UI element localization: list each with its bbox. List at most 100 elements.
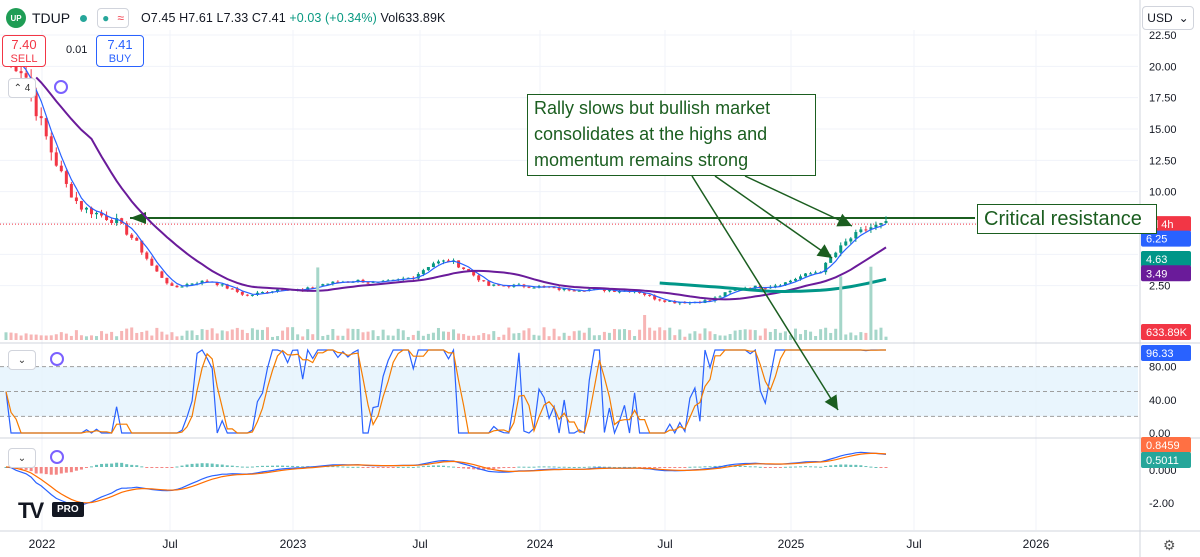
resistance-annotation[interactable]: Critical resistance: [977, 204, 1157, 234]
candle-body: [482, 280, 486, 282]
candle-body: [225, 284, 229, 289]
candle-body: [653, 295, 657, 300]
macd-histogram-bar: [512, 467, 516, 468]
indicator-toggle-pill[interactable]: ● ≈: [97, 8, 129, 28]
macd-histogram-bar: [537, 466, 541, 468]
candle-body: [507, 285, 511, 287]
macd-histogram-bar: [708, 466, 712, 468]
volume-bar: [150, 335, 154, 340]
rally-annotation[interactable]: Rally slows but bullish market consolida…: [527, 94, 816, 176]
candle-body: [884, 221, 888, 224]
candle-body: [170, 283, 174, 286]
macd-histogram-bar: [688, 466, 692, 468]
mid-ma-line: [35, 76, 887, 301]
volume-bar: [658, 327, 662, 340]
volume-bar: [64, 333, 68, 340]
candle-body: [577, 290, 581, 292]
wave-icon[interactable]: ≈: [117, 11, 124, 25]
volume-bar: [492, 331, 496, 340]
candle-body: [874, 224, 878, 228]
volume-bar: [69, 335, 73, 340]
dot-green-icon[interactable]: ●: [102, 11, 110, 25]
y-tick-label: 20.00: [1149, 61, 1177, 73]
volume-bar: [120, 330, 124, 340]
volume-bar: [562, 332, 566, 340]
volume-bar: [532, 334, 536, 340]
reload-icon[interactable]: [54, 80, 68, 94]
volume-bar: [195, 335, 199, 340]
macd-histogram-bar: [19, 467, 23, 470]
reload-icon[interactable]: [50, 450, 64, 464]
macd-histogram-bar: [276, 465, 280, 467]
candle-body: [658, 299, 662, 301]
candle-body: [829, 257, 833, 263]
reload-icon[interactable]: [50, 352, 64, 366]
volume-bar: [648, 327, 652, 340]
macd-histogram-bar: [160, 467, 164, 468]
candle-body: [824, 262, 828, 273]
candle-body: [839, 245, 843, 253]
volume-bar: [155, 327, 159, 340]
macd-histogram-bar: [180, 465, 184, 467]
volume-bar: [597, 335, 601, 340]
volume-bar: [265, 327, 269, 340]
candle-body: [663, 300, 667, 302]
candle-body: [19, 71, 23, 74]
candle-body: [125, 223, 129, 235]
volume-bar: [220, 330, 224, 340]
sell-button[interactable]: 7.40 SELL: [2, 35, 46, 67]
macd-histogram-bar: [190, 463, 194, 467]
volume-bar: [29, 334, 33, 340]
candle-body: [155, 265, 159, 272]
macd-histogram-bar: [441, 465, 445, 467]
candle-body: [799, 276, 803, 279]
candle-body: [371, 281, 375, 283]
buy-button[interactable]: 7.41 BUY: [96, 35, 144, 67]
volume-bar: [542, 327, 546, 340]
volume-tag-bg: [1141, 324, 1191, 340]
ohlc-close: C7.41: [251, 11, 286, 25]
volume-bar: [9, 332, 13, 340]
volume-bar: [733, 330, 737, 340]
candle-body: [879, 223, 883, 225]
currency-select[interactable]: USD ⌄: [1142, 6, 1194, 30]
volume-bar: [74, 330, 78, 340]
x-axis-label: Jul: [657, 537, 672, 551]
volume-bar: [628, 330, 632, 340]
volume-bar: [24, 333, 28, 340]
volume-bar: [517, 332, 521, 340]
rally-arrow-top-head: [836, 213, 852, 227]
stoch-tag: 96.33: [1146, 348, 1174, 360]
candle-body: [678, 302, 682, 304]
stoch-toggle[interactable]: ⌄: [8, 350, 36, 370]
volume-bar: [356, 328, 360, 340]
volume-bar: [79, 335, 83, 340]
volume-bar: [834, 328, 838, 340]
macd-histogram-bar: [547, 466, 551, 468]
macd-histogram-bar: [84, 467, 88, 468]
y-tick-label: 2.50: [1149, 281, 1170, 293]
ma-toggle[interactable]: ⌃ 4: [8, 78, 36, 98]
stoch-y-tick: 40.00: [1149, 395, 1177, 407]
volume-bar: [296, 334, 300, 340]
chevron-down-icon: ⌄: [1178, 11, 1189, 25]
x-axis-label: 2026: [1023, 537, 1050, 551]
macd-histogram-bar: [381, 467, 385, 468]
gear-icon[interactable]: ⚙: [1163, 537, 1176, 553]
volume-bar: [718, 335, 722, 340]
volume-bar: [361, 332, 365, 340]
macd-histogram-bar: [859, 465, 863, 467]
macd-histogram-bar: [834, 464, 838, 467]
volume-bar: [391, 335, 395, 340]
macd-histogram-bar: [24, 467, 28, 470]
macd-histogram-bar: [879, 467, 883, 468]
symbol-name[interactable]: TDUP: [32, 10, 71, 26]
macd-histogram-bar: [532, 466, 536, 468]
volume-bar: [758, 335, 762, 340]
macd-toggle[interactable]: ⌄: [8, 448, 36, 468]
macd-histogram-bar: [145, 467, 149, 468]
tradingview-logo[interactable]: TV: [18, 498, 44, 523]
volume-bar: [19, 335, 23, 340]
y-tick-label: 10.00: [1149, 187, 1177, 199]
